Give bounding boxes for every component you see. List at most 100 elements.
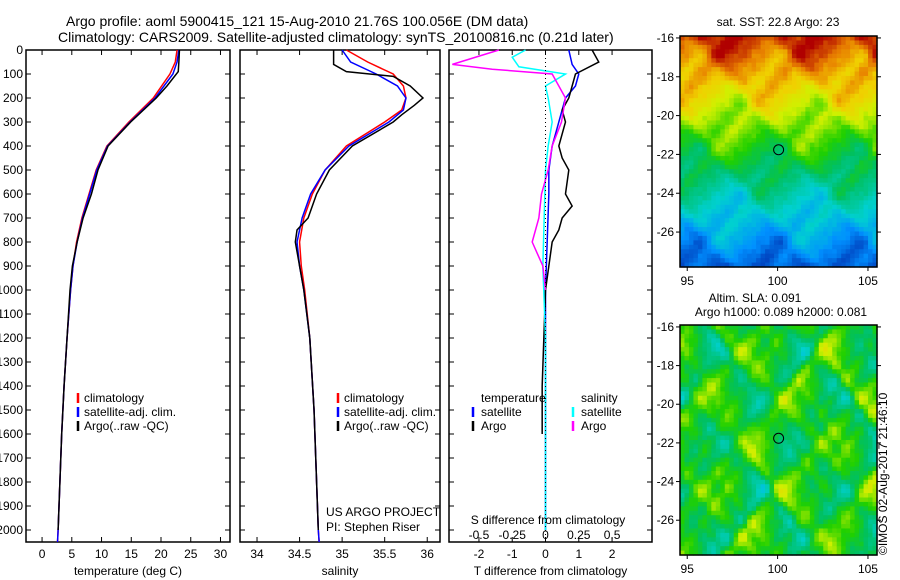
map-cell	[720, 107, 726, 113]
map-cell	[782, 124, 789, 130]
y-tick-label: 1800	[0, 475, 23, 489]
map-cell	[836, 404, 842, 410]
map-cell	[769, 364, 775, 370]
map-cell	[742, 84, 748, 90]
map-cell	[769, 187, 775, 193]
map-cell	[706, 510, 712, 516]
map-cell	[724, 235, 730, 241]
map-cell	[715, 369, 721, 375]
map-cell	[720, 191, 726, 197]
map-cell	[854, 493, 860, 499]
map-cell	[868, 231, 874, 237]
map-cell	[720, 204, 726, 210]
map-cell	[827, 36, 833, 42]
map-cell	[724, 373, 730, 379]
map-cell	[845, 333, 851, 339]
map-cell	[693, 373, 699, 379]
map-cell	[868, 338, 874, 344]
map-cell	[800, 501, 806, 507]
map-cell	[715, 98, 721, 104]
map-cell	[697, 462, 703, 468]
map-cell	[823, 378, 829, 384]
map-cell	[715, 93, 721, 99]
map-cell	[791, 351, 798, 357]
map-cell	[733, 49, 739, 55]
map-cell	[800, 36, 806, 42]
map-cell	[872, 244, 878, 250]
map-cell	[711, 44, 717, 50]
map-cell	[697, 466, 703, 472]
x-tick-label: 10	[95, 547, 109, 561]
map-cell	[765, 80, 771, 86]
map-cell	[765, 550, 771, 556]
map-cell	[711, 204, 717, 210]
map-cell	[751, 155, 757, 161]
map-cell	[863, 550, 869, 556]
y-tick-label: 400	[3, 139, 23, 153]
map-cell	[836, 133, 842, 139]
map-cell	[791, 93, 798, 99]
map-cell	[742, 240, 748, 246]
map-cell	[814, 426, 820, 432]
map-cell	[872, 213, 878, 219]
map-cell	[729, 395, 735, 401]
map-cell	[787, 497, 793, 503]
map-cell	[805, 169, 811, 175]
map-cell	[688, 62, 695, 68]
map-cell	[715, 453, 721, 459]
map-cell	[818, 209, 824, 215]
map-cell	[827, 347, 833, 353]
map-cell	[836, 541, 842, 547]
map-cell	[697, 413, 703, 419]
map-cell	[720, 550, 726, 556]
map-cell	[711, 71, 717, 77]
map-cell	[818, 519, 824, 525]
map-cell	[872, 124, 878, 130]
map-cell	[827, 138, 833, 144]
map-cell	[805, 488, 811, 494]
map-cell	[814, 417, 820, 423]
map-cell	[845, 400, 851, 406]
map-cell	[814, 253, 820, 259]
map-cell	[729, 36, 735, 42]
map-cell	[724, 422, 730, 428]
map-cell	[796, 386, 802, 392]
map-cell	[827, 191, 833, 197]
map-cell	[841, 448, 847, 454]
map-cell	[791, 524, 798, 530]
map-cell	[756, 124, 762, 130]
map-cell	[697, 351, 703, 357]
map-cell	[823, 93, 829, 99]
map-cell	[805, 506, 811, 512]
map-cell	[742, 333, 748, 339]
map-cell	[818, 75, 824, 82]
map-cell	[688, 213, 695, 219]
map-cell	[827, 360, 833, 366]
map-cell	[751, 333, 757, 339]
map-cell	[836, 44, 842, 50]
map-cell	[706, 36, 712, 42]
map-cell	[872, 62, 878, 68]
map-cell	[680, 386, 686, 392]
map-cell	[778, 129, 784, 135]
map-cell	[854, 537, 860, 543]
map-cell	[814, 510, 820, 516]
map-cell	[850, 395, 856, 401]
map-cell	[845, 378, 851, 384]
map-cell	[733, 422, 739, 428]
map-cell	[872, 338, 878, 344]
map-cell	[854, 484, 860, 490]
map-cell	[706, 484, 712, 490]
map-cell	[733, 191, 739, 197]
map-cell	[805, 187, 811, 193]
map-cell	[805, 515, 811, 521]
map-cell	[729, 227, 735, 233]
map-cell	[769, 448, 775, 454]
map-cell	[782, 58, 789, 64]
map-cell	[715, 102, 721, 108]
map-cell	[693, 67, 699, 73]
map-cell	[782, 524, 789, 530]
map-cell	[805, 142, 811, 148]
map-cell	[765, 378, 771, 384]
map-cell	[778, 528, 784, 534]
